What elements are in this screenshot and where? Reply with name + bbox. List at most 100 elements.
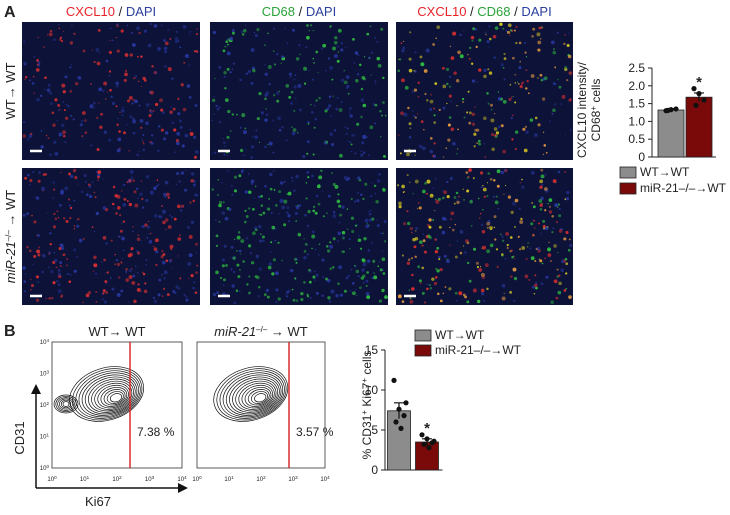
cell-signal — [143, 289, 148, 294]
cell-signal — [183, 61, 186, 64]
cell-signal — [307, 123, 310, 125]
cell-signal — [303, 281, 306, 284]
cell-signal — [534, 283, 538, 288]
cell-signal — [345, 75, 350, 79]
cell-signal — [426, 179, 431, 184]
data-point — [396, 406, 402, 412]
cell-signal — [523, 148, 528, 153]
cell-signal — [23, 40, 26, 43]
cell-signal — [23, 280, 26, 283]
cell-signal — [64, 141, 67, 144]
cell-signal — [333, 40, 338, 45]
cell-signal — [321, 258, 325, 262]
tick-base: 10 — [177, 477, 184, 483]
cell-signal — [103, 258, 106, 262]
cell-signal — [336, 240, 339, 242]
cell-signal — [193, 50, 196, 53]
cell-signal — [488, 25, 491, 28]
cell-signal — [57, 268, 61, 272]
cell-signal — [436, 269, 440, 273]
cell-signal — [123, 78, 127, 82]
cell-signal — [433, 121, 436, 124]
cell-signal — [493, 226, 496, 229]
cell-signal — [352, 291, 356, 296]
cell-signal — [265, 288, 269, 292]
cell-signal — [376, 40, 379, 43]
cell-signal — [161, 295, 164, 297]
cell-signal — [344, 46, 347, 49]
cell-signal — [495, 248, 499, 251]
cell-signal — [315, 99, 318, 102]
cell-signal — [122, 220, 125, 223]
cell-signal — [169, 38, 172, 40]
cell-signal — [532, 219, 534, 221]
cell-signal — [131, 268, 133, 270]
cell-signal — [542, 153, 545, 156]
cell-signal — [486, 221, 491, 226]
cell-signal — [161, 250, 164, 253]
cell-signal — [54, 258, 58, 263]
contour — [81, 374, 138, 416]
cell-signal — [354, 289, 357, 291]
cell-signal — [141, 197, 144, 201]
legend-label: miR-21–/–→WT — [435, 343, 522, 357]
cell-signal — [268, 208, 270, 210]
cell-signal — [527, 242, 529, 244]
cell-signal — [148, 114, 152, 118]
cell-signal — [322, 190, 324, 193]
cell-signal — [295, 220, 297, 222]
cell-signal — [268, 197, 271, 200]
contour — [97, 384, 129, 409]
cell-signal — [37, 234, 40, 237]
cell-signal — [366, 223, 368, 225]
data-point — [401, 413, 407, 419]
cell-signal — [69, 41, 74, 45]
cell-signal — [382, 272, 386, 275]
text-segment: miR-21 — [214, 324, 256, 339]
cell-signal — [225, 40, 229, 44]
cell-signal — [533, 219, 536, 222]
cell-signal — [362, 197, 365, 200]
cell-signal — [175, 139, 179, 143]
cell-signal — [150, 103, 153, 105]
data-point — [693, 102, 699, 108]
cell-signal — [341, 205, 345, 209]
cell-signal — [360, 247, 363, 250]
cell-signal — [373, 184, 377, 188]
cell-signal — [136, 287, 141, 292]
cell-signal — [167, 67, 172, 72]
cell-signal — [466, 300, 470, 304]
cell-signal — [532, 205, 536, 209]
cell-signal — [558, 214, 562, 218]
cell-signal — [331, 143, 335, 147]
cell-signal — [111, 39, 114, 42]
cell-signal — [357, 275, 360, 278]
text-segment: Ki67 — [360, 382, 374, 410]
cell-signal — [414, 51, 417, 54]
micrograph — [22, 168, 200, 305]
cell-signal — [360, 115, 363, 119]
cell-signal — [365, 224, 370, 229]
cell-signal — [483, 74, 487, 79]
cell-signal — [557, 252, 559, 254]
cell-signal — [89, 104, 94, 109]
cell-signal — [437, 197, 441, 201]
cell-signal — [307, 209, 311, 214]
cell-signal — [231, 193, 234, 196]
cell-signal — [32, 75, 35, 78]
cell-signal — [188, 253, 193, 258]
cell-signal — [447, 123, 451, 127]
cell-signal — [166, 293, 170, 297]
cell-signal — [162, 137, 167, 141]
cell-signal — [85, 193, 89, 196]
panel-label: A — [4, 4, 16, 21]
cell-signal — [326, 107, 330, 111]
cell-signal — [60, 295, 63, 298]
cell-signal — [493, 127, 498, 131]
cell-signal — [455, 191, 459, 195]
cell-signal — [49, 91, 53, 95]
cell-signal — [233, 301, 237, 305]
cell-signal — [305, 197, 308, 200]
cell-signal — [134, 99, 138, 104]
cell-signal — [423, 128, 425, 131]
